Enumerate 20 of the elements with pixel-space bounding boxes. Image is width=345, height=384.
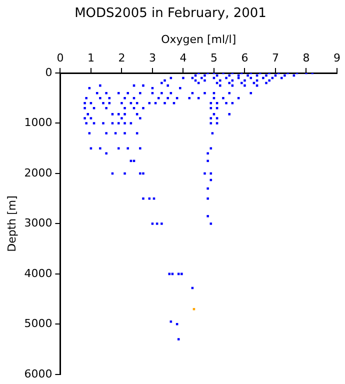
y-tick-label: 0 xyxy=(45,66,52,79)
x-tick-label: 6 xyxy=(241,51,248,64)
y-tick-label: 2000 xyxy=(24,166,52,180)
x-axis-title: Oxygen [ml/l] xyxy=(161,33,236,46)
x-tick-label: 8 xyxy=(302,51,310,64)
y-tick-label: 5000 xyxy=(24,317,52,330)
y-tick-label: 3000 xyxy=(24,216,52,230)
x-tick-label: 4 xyxy=(180,51,187,64)
x-tick-label: 2 xyxy=(118,51,126,64)
y-tick-label: 4000 xyxy=(24,266,52,280)
x-tick-label: 0 xyxy=(56,51,64,64)
x-tick-label: 5 xyxy=(210,51,218,64)
x-tick-label: 1 xyxy=(87,51,94,64)
y-tick-label: 6000 xyxy=(24,367,52,380)
x-tick-label: 3 xyxy=(148,51,156,64)
y-tick-label: 1000 xyxy=(24,116,52,130)
chart-title: MODS2005 in February, 2001 xyxy=(74,6,266,22)
x-tick-label: 7 xyxy=(272,51,279,64)
y-axis-title: Depth [m] xyxy=(5,196,18,252)
x-tick-label: 9 xyxy=(334,51,340,64)
